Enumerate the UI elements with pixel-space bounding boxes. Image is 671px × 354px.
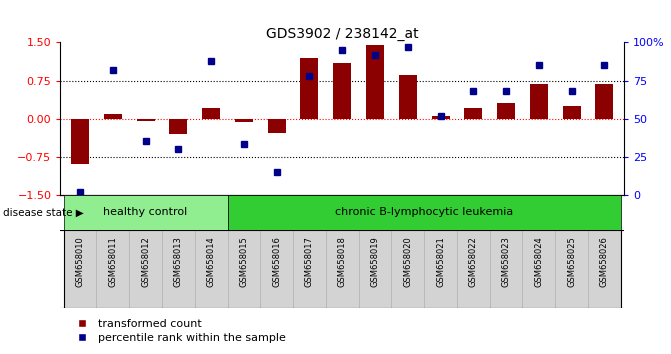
Text: healthy control: healthy control: [103, 207, 188, 217]
Bar: [588, 230, 621, 308]
Bar: [104, 114, 122, 119]
Bar: [202, 108, 220, 119]
Text: GSM658012: GSM658012: [141, 236, 150, 287]
Text: GSM658018: GSM658018: [338, 236, 347, 287]
Bar: [366, 45, 384, 119]
Bar: [260, 230, 293, 308]
Bar: [490, 230, 523, 308]
Text: GSM658025: GSM658025: [567, 236, 576, 287]
Bar: [523, 230, 555, 308]
Bar: [195, 230, 227, 308]
Title: GDS3902 / 238142_at: GDS3902 / 238142_at: [266, 28, 419, 41]
Bar: [64, 195, 227, 230]
Text: GSM658017: GSM658017: [305, 236, 314, 287]
Bar: [227, 230, 260, 308]
Bar: [71, 119, 89, 164]
Bar: [137, 119, 154, 121]
Bar: [497, 103, 515, 119]
Bar: [326, 230, 358, 308]
Text: GSM658014: GSM658014: [207, 236, 215, 287]
Bar: [227, 195, 621, 230]
Bar: [268, 119, 286, 133]
Bar: [464, 108, 482, 119]
Text: GSM658011: GSM658011: [108, 236, 117, 287]
Text: GSM658013: GSM658013: [174, 236, 183, 287]
Text: GSM658021: GSM658021: [436, 236, 445, 287]
Text: GSM658010: GSM658010: [76, 236, 85, 287]
Bar: [235, 119, 253, 122]
Text: GSM658026: GSM658026: [600, 236, 609, 287]
Legend: transformed count, percentile rank within the sample: transformed count, percentile rank withi…: [66, 315, 291, 347]
Bar: [130, 230, 162, 308]
Bar: [162, 230, 195, 308]
Text: GSM658019: GSM658019: [370, 236, 380, 287]
Bar: [301, 58, 319, 119]
Bar: [595, 84, 613, 119]
Text: GSM658016: GSM658016: [272, 236, 281, 287]
Bar: [169, 119, 187, 134]
Bar: [64, 230, 97, 308]
Text: GSM658020: GSM658020: [403, 236, 412, 287]
Text: GSM658024: GSM658024: [534, 236, 544, 287]
Text: GSM658022: GSM658022: [469, 236, 478, 287]
Text: disease state ▶: disease state ▶: [3, 207, 84, 217]
Bar: [457, 230, 490, 308]
Bar: [399, 75, 417, 119]
Bar: [333, 63, 351, 119]
Bar: [530, 84, 548, 119]
Bar: [391, 230, 424, 308]
Bar: [358, 230, 391, 308]
Bar: [562, 106, 580, 119]
Bar: [555, 230, 588, 308]
Text: GSM658023: GSM658023: [501, 236, 511, 287]
Bar: [424, 230, 457, 308]
Bar: [293, 230, 326, 308]
Bar: [97, 230, 130, 308]
Text: chronic B-lymphocytic leukemia: chronic B-lymphocytic leukemia: [335, 207, 513, 217]
Bar: [431, 116, 450, 119]
Text: GSM658015: GSM658015: [240, 236, 248, 287]
